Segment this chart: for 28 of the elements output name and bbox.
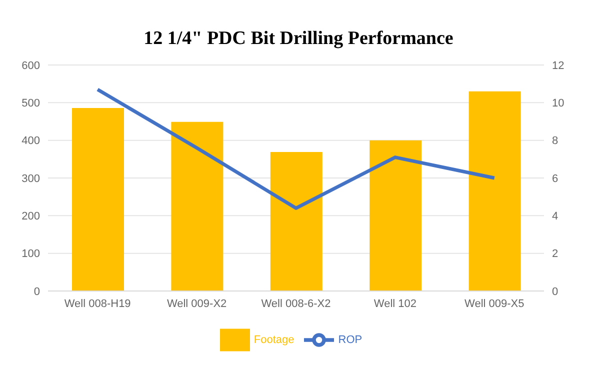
bar <box>468 91 521 291</box>
line-series <box>96 88 496 210</box>
x-tick-label: Well 008-H19 <box>64 298 131 310</box>
y-tick-label: 400 <box>22 135 40 148</box>
y2-tick-label: 8 <box>552 135 558 148</box>
bar <box>270 152 322 291</box>
y2-tick-label: 2 <box>552 248 558 260</box>
y-tick-label: 300 <box>22 172 40 185</box>
y-tick-label: 0 <box>34 286 40 298</box>
y-tick-label: 100 <box>22 248 40 260</box>
y-tick-label: 200 <box>22 210 40 223</box>
y2-tick-label: 6 <box>552 172 558 185</box>
bar <box>171 122 224 291</box>
x-tick-label: Well 009-X5 <box>464 298 524 310</box>
y2-tick-label: 10 <box>552 98 564 110</box>
y2-tick-label: 0 <box>552 286 558 298</box>
legend-label: ROP <box>338 334 362 346</box>
bar <box>72 108 124 291</box>
x-tick-label: Well 102 <box>374 298 417 310</box>
y2-tick-label: 12 <box>552 60 564 72</box>
y-tick-label: 500 <box>22 98 40 110</box>
x-tick-label: Well 009-X2 <box>166 298 227 310</box>
y2-tick-label: 4 <box>552 210 558 223</box>
y-tick-label: 600 <box>22 60 40 72</box>
chart-title: 12 1/4" PDC Bit Drilling Performance <box>142 28 454 50</box>
legend-label: Footage <box>254 334 294 346</box>
x-tick-label: Well 008-6-X2 <box>261 298 331 310</box>
bar <box>370 140 422 291</box>
